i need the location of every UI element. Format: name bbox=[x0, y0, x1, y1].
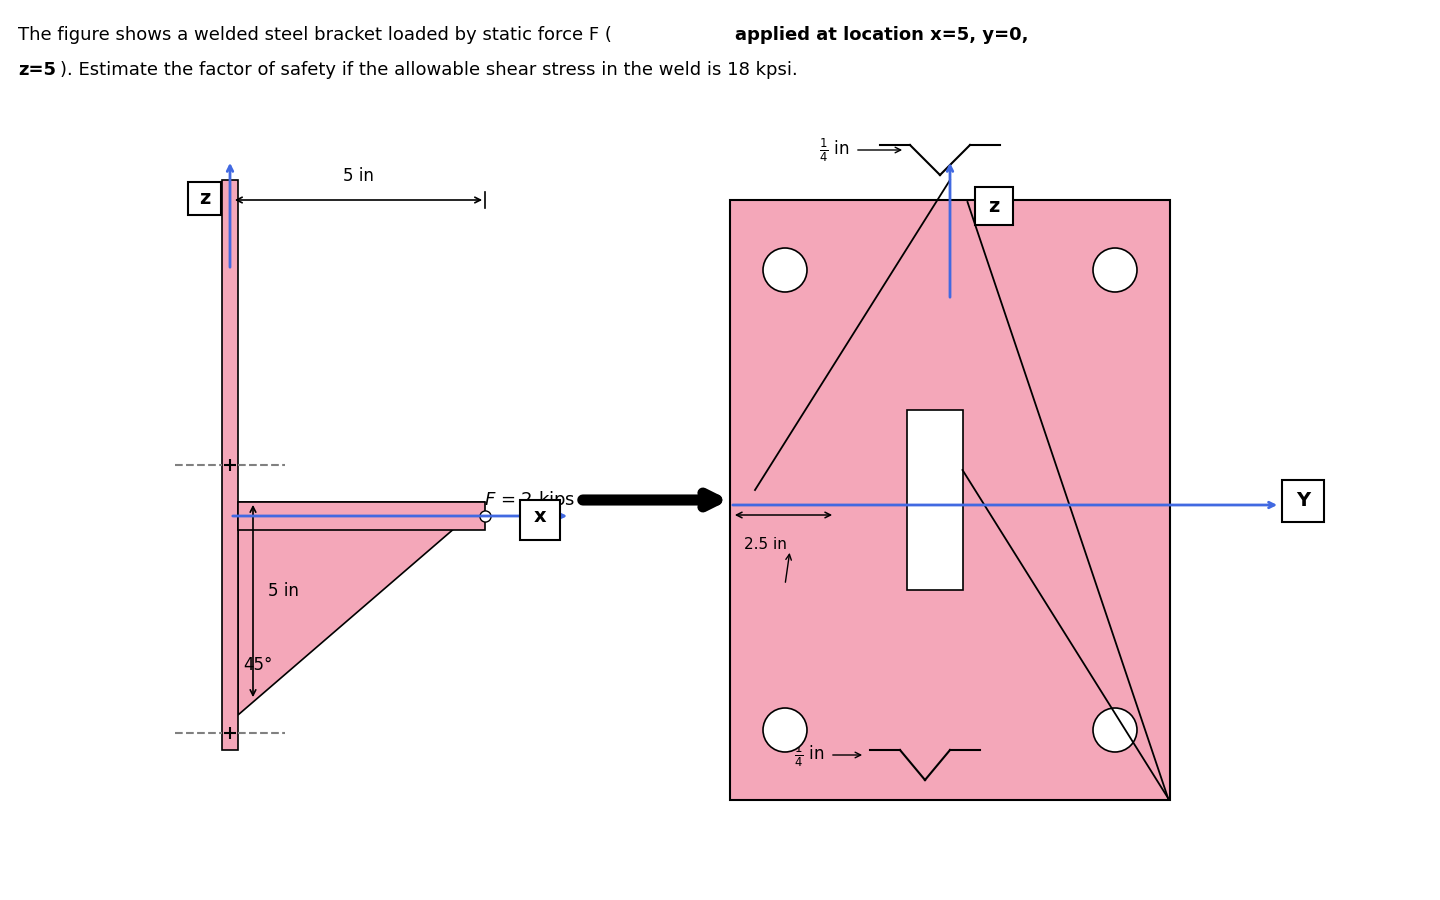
Bar bbox=[238, 502, 485, 530]
Text: $F$ = 2 kips: $F$ = 2 kips bbox=[484, 489, 575, 511]
Bar bbox=[222, 180, 238, 750]
Text: 5 in: 5 in bbox=[343, 167, 374, 185]
Circle shape bbox=[1093, 248, 1138, 292]
Text: $\frac{1}{4}$ in: $\frac{1}{4}$ in bbox=[795, 742, 825, 769]
FancyBboxPatch shape bbox=[1282, 480, 1323, 522]
Circle shape bbox=[763, 248, 806, 292]
Circle shape bbox=[1093, 708, 1138, 752]
FancyBboxPatch shape bbox=[975, 187, 1012, 225]
FancyBboxPatch shape bbox=[189, 182, 220, 215]
FancyBboxPatch shape bbox=[520, 500, 560, 540]
Text: x: x bbox=[534, 507, 546, 526]
Text: $\frac{1}{4}$ in: $\frac{1}{4}$ in bbox=[819, 136, 850, 164]
Text: z: z bbox=[988, 196, 999, 215]
Text: z: z bbox=[199, 190, 210, 209]
Bar bbox=[907, 410, 962, 590]
Text: z=5: z=5 bbox=[17, 61, 56, 79]
Text: applied at location x=5, y=0,: applied at location x=5, y=0, bbox=[734, 26, 1028, 44]
Text: 5 in: 5 in bbox=[268, 582, 300, 600]
Text: Y: Y bbox=[1296, 491, 1310, 510]
Text: The figure shows a welded steel bracket loaded by static force F (: The figure shows a welded steel bracket … bbox=[17, 26, 612, 44]
Text: ). Estimate the factor of safety if the allowable shear stress in the weld is 18: ). Estimate the factor of safety if the … bbox=[60, 61, 798, 79]
Text: 2.5 in: 2.5 in bbox=[743, 537, 786, 552]
Polygon shape bbox=[238, 502, 485, 715]
Bar bbox=[730, 200, 1169, 800]
Circle shape bbox=[763, 708, 806, 752]
Text: 45°: 45° bbox=[243, 656, 272, 674]
